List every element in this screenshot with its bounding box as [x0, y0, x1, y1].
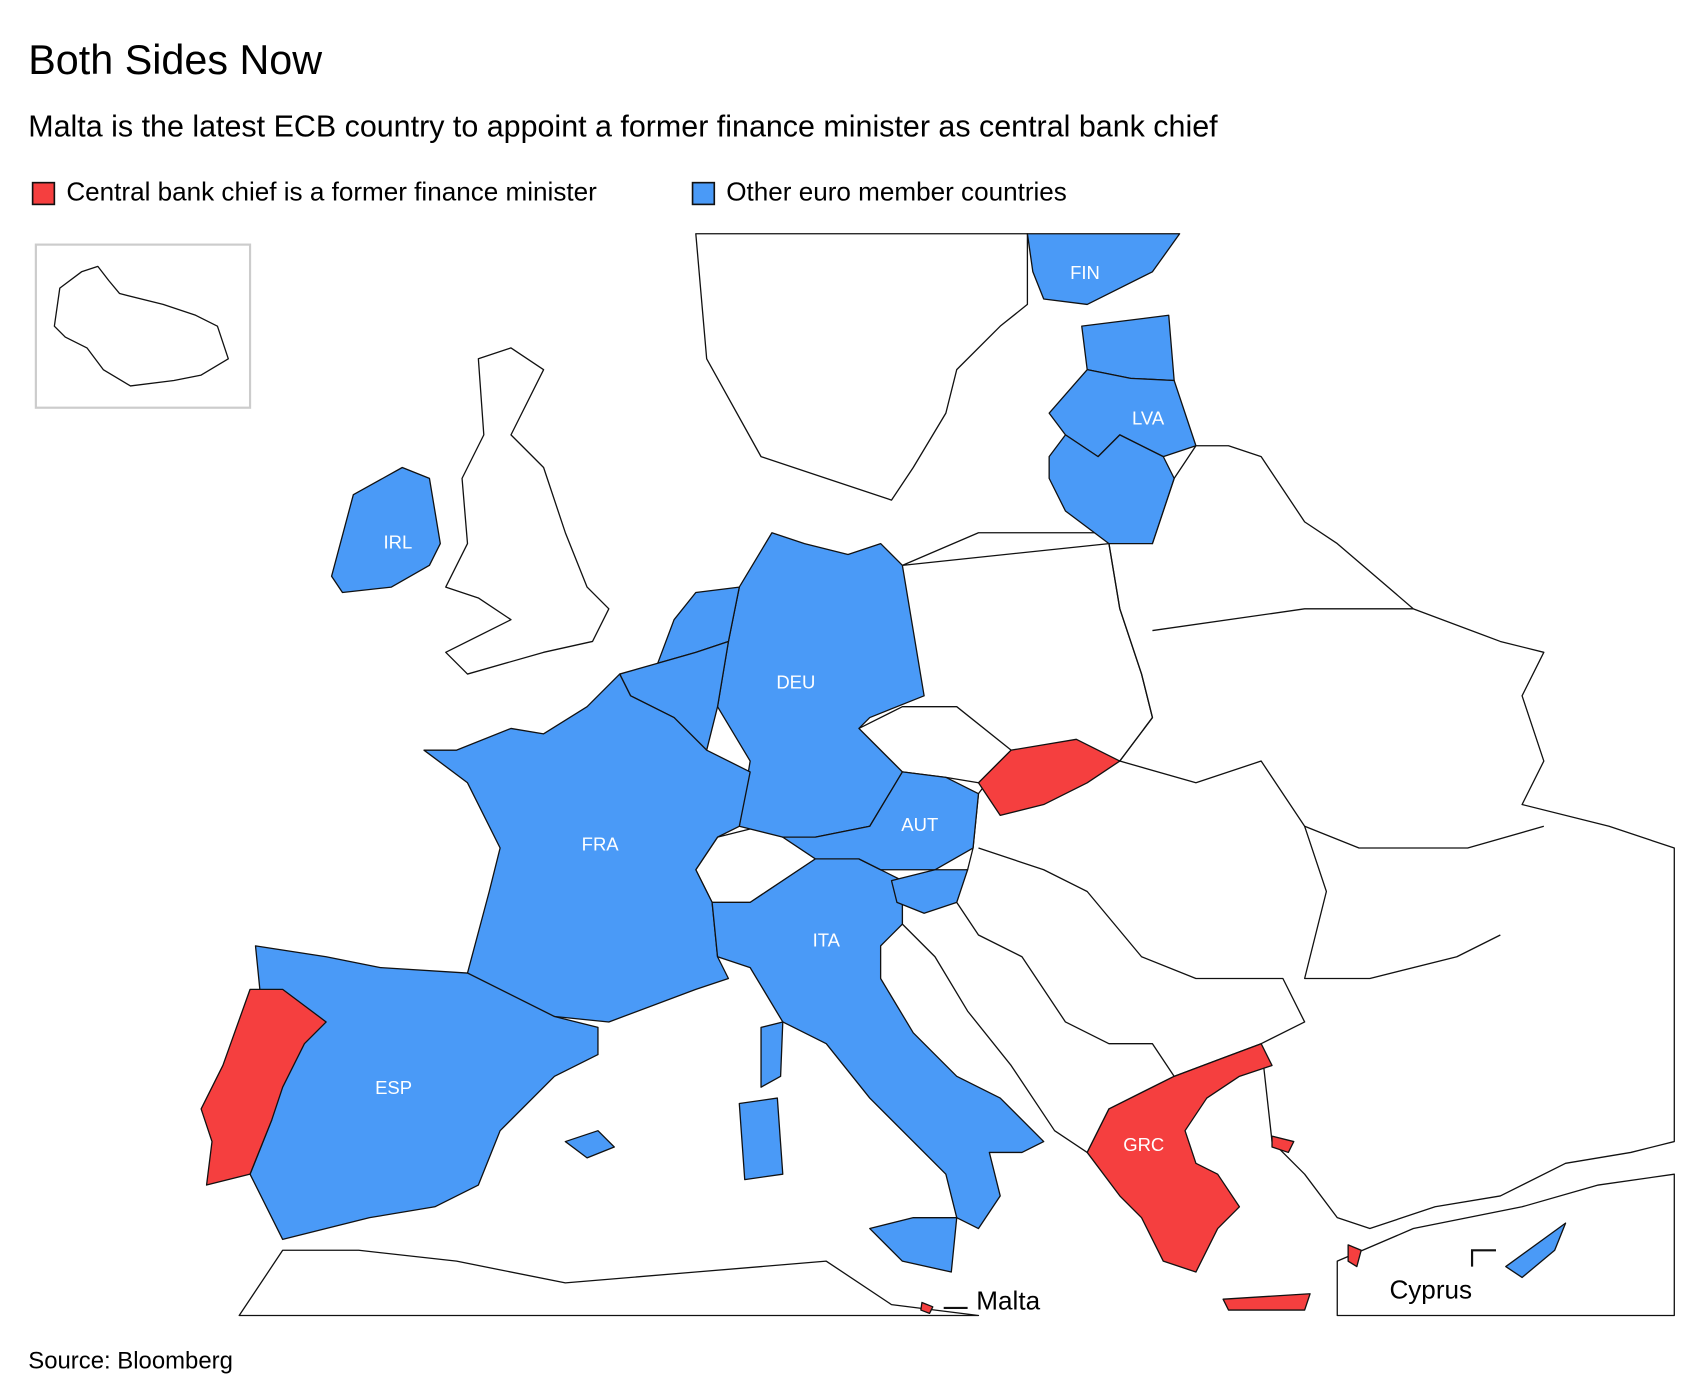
callout-label: Malta: [976, 1285, 1040, 1315]
france: [423, 673, 751, 1023]
eastern-europe: [901, 445, 1675, 1230]
slovakia: [977, 738, 1121, 817]
legend-swatch: [691, 181, 716, 206]
middle-east: [1336, 1173, 1675, 1317]
crete: [1222, 1293, 1311, 1311]
portugal: [200, 988, 327, 1186]
north-africa: [238, 1249, 980, 1317]
slovenia: [890, 869, 969, 914]
sicily: [869, 1217, 958, 1273]
ireland: [330, 466, 441, 594]
scandinavia: [695, 233, 1029, 501]
border: [1152, 608, 1414, 632]
border: [1108, 543, 1154, 762]
border: [1303, 826, 1501, 980]
country-label: GRC: [1123, 1134, 1164, 1155]
greek-island: [1347, 1244, 1362, 1268]
greece: [1086, 1043, 1273, 1273]
country-label: FIN: [1070, 262, 1100, 283]
iceland: [53, 265, 229, 387]
legend-label: Other euro member countries: [726, 176, 1067, 206]
corsica: [760, 1021, 784, 1088]
great-britain: [445, 347, 610, 675]
legend-label: Central bank chief is a former finance m…: [66, 176, 597, 206]
cyprus: [1505, 1222, 1567, 1279]
finland: [1026, 233, 1181, 306]
country-label: DEU: [776, 672, 815, 693]
callout-line: [1470, 1249, 1496, 1267]
austria: [782, 771, 980, 871]
country-label: AUT: [901, 814, 938, 835]
country-label: ESP: [375, 1077, 412, 1098]
sardinia: [738, 1097, 784, 1181]
country-label: LVA: [1132, 408, 1165, 429]
border: [956, 902, 1175, 1077]
inset-frame: [34, 243, 252, 409]
country-label: FRA: [582, 834, 620, 855]
map: FIN LVA IRL DEU FRA AUT ITA ESP GRC Malt…: [200, 233, 1675, 1317]
greek-island: [1271, 1135, 1295, 1154]
subtitle: Malta is the latest ECB country to appoi…: [28, 109, 1218, 143]
malta: [920, 1301, 934, 1314]
border: [978, 847, 1306, 1045]
country-label: IRL: [384, 531, 413, 552]
balearics: [564, 1130, 615, 1159]
title: Both Sides Now: [28, 37, 322, 83]
lithuania: [1048, 434, 1175, 545]
country-label: ITA: [813, 929, 841, 950]
legend-swatch: [31, 181, 56, 206]
map-canvas: Both Sides Now Malta is the latest ECB c…: [28, 37, 1675, 1375]
callout-label: Cyprus: [1389, 1274, 1472, 1304]
source: Source: Bloomberg: [28, 1348, 233, 1375]
